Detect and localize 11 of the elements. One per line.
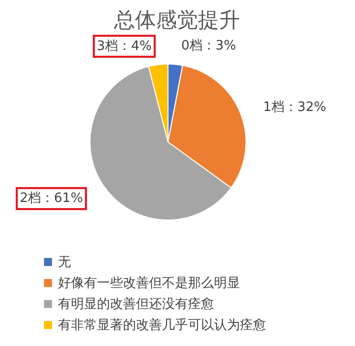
chart-title: 总体感觉提升 [113,8,240,32]
pie-slice [148,64,168,142]
data-label: 2档：61% [20,191,83,206]
legend-label: 有明显的改善但还没有痊愈 [58,296,214,312]
legend-label: 有非常显著的改善几乎可以认为痊愈 [58,317,266,333]
legend-label: 无 [58,255,71,270]
legend-label: 好像有一些改善但不是那么明显 [58,275,240,291]
data-label: 3档：4% [96,38,152,54]
data-label: 1档：32% [263,100,326,115]
data-label: 0档：3% [181,38,236,54]
pie-slice [168,64,246,188]
